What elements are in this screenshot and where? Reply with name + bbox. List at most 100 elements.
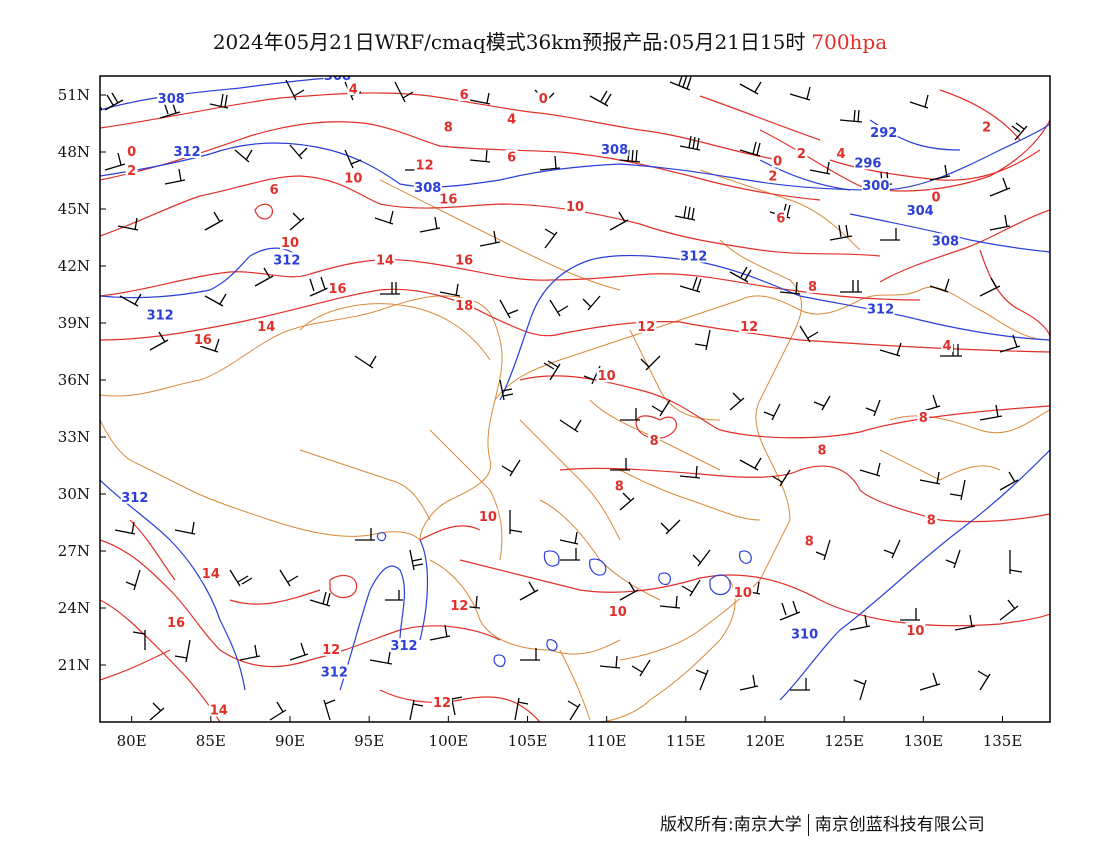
- height-label: 312: [680, 250, 707, 265]
- height-label: 308: [324, 69, 351, 84]
- temperature-label-bg: [565, 199, 585, 214]
- temperature-label-bg: [442, 119, 455, 134]
- lon-label: 80E: [116, 732, 147, 750]
- temperature-label: 4: [507, 113, 516, 128]
- lat-label: 27N: [57, 542, 90, 560]
- height-label-bg: [413, 180, 442, 195]
- temperature-label: 16: [439, 193, 457, 208]
- temperature-label: 0: [539, 92, 548, 107]
- temperature-label-bg: [941, 337, 954, 352]
- temperature-label-bg: [739, 318, 760, 333]
- temperature-label: 0: [127, 145, 136, 160]
- height-label-bg: [600, 142, 629, 157]
- temperature-label-bg: [774, 210, 787, 225]
- temperature-label-bg: [414, 157, 435, 172]
- height-label: 312: [273, 253, 300, 268]
- pressure-level: 700hpa: [811, 30, 888, 54]
- lon-label: 85E: [195, 732, 226, 750]
- height-label-bg: [390, 638, 418, 652]
- height-label-bg: [120, 489, 149, 504]
- temperature-label: 2: [127, 164, 136, 179]
- height-label: 308: [932, 234, 959, 249]
- footer-separator: [807, 814, 809, 836]
- temperature-label-bg: [458, 87, 471, 101]
- wind-barbs: [100, 76, 1028, 721]
- height-label-bg: [869, 125, 898, 139]
- temperature-label: 16: [167, 616, 185, 631]
- height-label-bg: [323, 76, 352, 82]
- temperature-label: 8: [650, 434, 659, 449]
- lat-label: 48N: [57, 143, 90, 161]
- height-label: 312: [321, 666, 348, 681]
- temperature-label-bg: [454, 297, 475, 312]
- temperature-label-bg: [771, 153, 784, 168]
- temperature-label: 12: [450, 599, 468, 614]
- temperature-label-bg: [766, 168, 779, 183]
- temperature-label-bg: [803, 533, 816, 548]
- temperature-label-bg: [806, 278, 819, 293]
- temperature-label-bg: [925, 512, 938, 527]
- temperature-label: 12: [416, 158, 434, 173]
- temperature-label: 12: [740, 320, 758, 335]
- lon-label: 100E: [428, 732, 469, 750]
- lat-label: 24N: [57, 599, 90, 617]
- temperature-label: 0: [931, 191, 940, 206]
- height-label-bg: [790, 626, 819, 641]
- lat-label: 30N: [57, 485, 90, 503]
- temperature-label-bg: [208, 702, 229, 717]
- temperature-label: 18: [455, 299, 473, 314]
- height-label: 308: [414, 181, 441, 196]
- temperature-label: 4: [349, 82, 358, 97]
- temperature-label: 10: [281, 236, 299, 251]
- temperature-label: 10: [566, 200, 584, 215]
- temperature-label-bg: [449, 598, 470, 613]
- temperature-label-bg: [732, 584, 753, 599]
- temperature-label-bg: [256, 318, 277, 333]
- height-label: 312: [121, 491, 148, 506]
- temperature-label-bg: [835, 145, 847, 160]
- company-text: 南京创蓝科技有限公司: [814, 815, 985, 835]
- map-frame: [99, 75, 1051, 723]
- lon-label: 130E: [903, 732, 944, 750]
- height-label-bg: [146, 307, 175, 322]
- height-label-bg: [272, 252, 301, 267]
- height-label: 296: [854, 156, 881, 171]
- temperature-label: 8: [444, 120, 453, 135]
- height-label-bg: [866, 301, 895, 316]
- temperature-label-bg: [607, 603, 628, 618]
- temperature-label-bg: [596, 368, 617, 383]
- lon-label: 115E: [666, 732, 706, 750]
- lat-label: 21N: [57, 656, 90, 674]
- temperature-label-bg: [816, 442, 828, 457]
- temperature-label: 14: [376, 253, 394, 268]
- temperature-label: 6: [507, 151, 516, 166]
- height-label-bg: [853, 155, 882, 170]
- temperature-label: 2: [982, 120, 991, 135]
- height-label-bg: [173, 144, 202, 158]
- height-label: 308: [158, 92, 185, 107]
- temperature-label: 16: [455, 253, 473, 268]
- temperature-label: 8: [808, 280, 817, 295]
- temperature-label-bg: [321, 641, 342, 656]
- temperature-label-bg: [438, 191, 459, 206]
- height-label-bg: [861, 178, 890, 193]
- lat-label: 36N: [57, 371, 90, 389]
- lat-label: 45N: [57, 200, 90, 218]
- height-label-bg: [320, 664, 349, 679]
- lon-label: 105E: [507, 732, 548, 750]
- temperature-label-bg: [166, 615, 186, 630]
- height-label: 312: [867, 303, 894, 318]
- temperature-label-bg: [795, 145, 808, 160]
- height-label-bg: [931, 233, 960, 248]
- temperature-label: 0: [773, 155, 782, 170]
- chart-title: 2024年05月21日WRF/cmaq模式36km预报产品:05月21日15时 7…: [0, 26, 1100, 55]
- temperature-label: 14: [257, 320, 275, 335]
- temperature-label: 10: [609, 605, 627, 620]
- temperature-label-bg: [648, 432, 661, 447]
- lat-label: 33N: [57, 428, 90, 446]
- temperature-label: 6: [460, 88, 469, 103]
- temperature-label-bg: [537, 90, 550, 105]
- temperature-label-bg: [125, 163, 138, 177]
